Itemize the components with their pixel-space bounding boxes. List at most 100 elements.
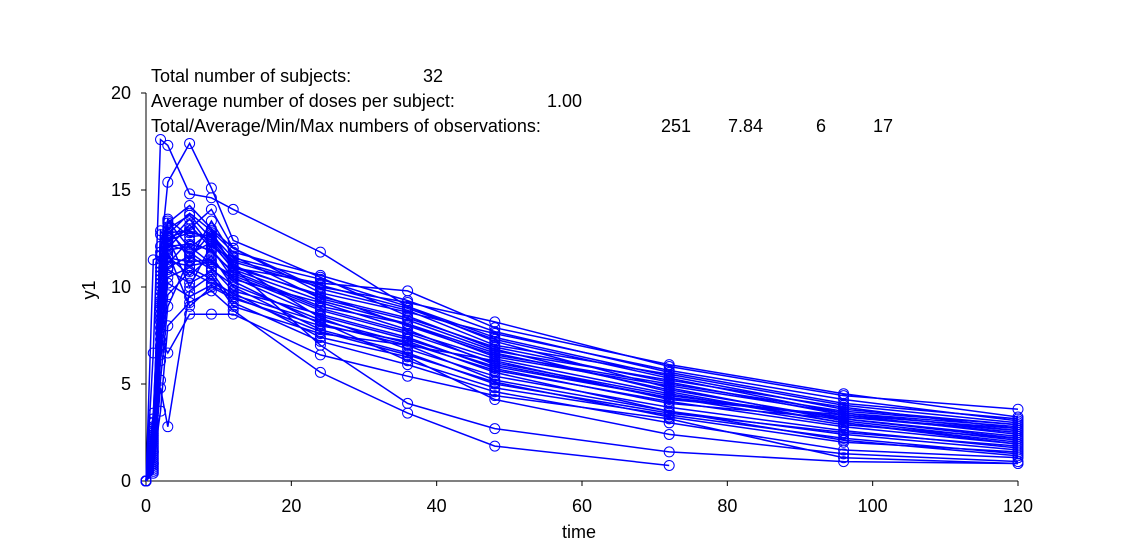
observation-marker	[402, 326, 414, 338]
observation-marker	[314, 302, 326, 314]
subject-line	[145, 138, 1019, 482]
observation-marker	[162, 139, 174, 151]
observation-marker	[314, 246, 326, 258]
observation-marker	[314, 269, 326, 281]
observation-marker	[489, 390, 501, 402]
observation-marker	[205, 308, 217, 320]
observation-marker	[184, 200, 196, 212]
observation-marker	[663, 392, 675, 404]
observation-marker	[663, 366, 675, 378]
observation-marker	[162, 421, 174, 433]
subject-line	[145, 281, 1019, 482]
subject-line	[145, 268, 1019, 482]
observations-total: 251	[661, 116, 691, 136]
axis-ticks: 0 20 40 60 80 100 120 0 5 10 15 20	[111, 83, 1033, 516]
observation-marker	[155, 339, 167, 351]
observation-marker	[184, 238, 196, 250]
observation-marker	[838, 436, 850, 448]
observation-marker	[155, 302, 167, 314]
observation-marker	[663, 395, 675, 407]
observation-marker	[140, 475, 152, 487]
subjects-value: 32	[423, 66, 443, 86]
observation-marker	[184, 137, 196, 149]
observations-average: 7.84	[728, 116, 763, 136]
observation-marker	[227, 260, 239, 272]
observation-marker	[314, 273, 326, 285]
observation-marker	[663, 384, 675, 396]
observation-marker	[489, 440, 501, 452]
observation-marker	[663, 446, 675, 458]
subject-series	[140, 264, 1024, 487]
subject-series	[140, 308, 1024, 487]
observation-marker	[314, 291, 326, 303]
subject-line	[145, 214, 1019, 482]
x-tick-label: 80	[717, 496, 737, 516]
observation-marker	[489, 347, 501, 359]
observation-marker	[184, 308, 196, 320]
observation-marker	[489, 326, 501, 338]
observation-marker	[663, 459, 675, 471]
subject-series	[140, 250, 1024, 487]
observation-marker	[184, 265, 196, 277]
observation-marker	[838, 403, 850, 415]
observation-marker	[314, 295, 326, 307]
observation-marker	[227, 203, 239, 215]
observation-marker	[227, 246, 239, 258]
observation-marker	[227, 279, 239, 291]
observations-max: 17	[873, 116, 893, 136]
observation-marker	[838, 419, 850, 431]
observation-marker	[184, 188, 196, 200]
y-tick-label: 0	[121, 471, 131, 491]
observation-marker	[162, 213, 174, 225]
observation-marker	[838, 448, 850, 460]
subject-line	[145, 229, 1019, 482]
observation-marker	[1012, 413, 1024, 425]
x-tick-label: 20	[281, 496, 301, 516]
observations-label: Total/Average/Min/Max numbers of observa…	[151, 116, 541, 136]
subjects-label: Total number of subjects:	[151, 66, 351, 86]
observation-marker	[489, 394, 501, 406]
observation-marker	[205, 225, 217, 237]
observation-marker	[314, 287, 326, 299]
observation-marker	[155, 134, 167, 146]
observation-marker	[489, 382, 501, 394]
observation-marker	[162, 256, 174, 268]
observation-marker	[155, 225, 167, 237]
subject-series	[140, 219, 1024, 487]
subject-series	[140, 134, 1024, 487]
observation-marker	[402, 312, 414, 324]
y-tick-label: 5	[121, 374, 131, 394]
subject-line	[145, 249, 1019, 482]
doses-label: Average number of doses per subject:	[151, 91, 455, 111]
observation-marker	[147, 446, 159, 458]
x-tick-label: 120	[1003, 496, 1033, 516]
observation-marker	[314, 339, 326, 351]
y-tick-label: 10	[111, 277, 131, 297]
subject-series	[140, 240, 1024, 487]
observation-marker	[489, 341, 501, 353]
observation-marker	[489, 361, 501, 373]
observation-marker	[227, 304, 239, 316]
observation-marker	[227, 271, 239, 283]
observation-marker	[184, 260, 196, 272]
observation-marker	[205, 279, 217, 291]
observation-marker	[402, 318, 414, 330]
x-tick-label: 40	[427, 496, 447, 516]
x-tick-label: 100	[858, 496, 888, 516]
observation-marker	[489, 376, 501, 388]
observation-marker	[402, 407, 414, 419]
observation-marker	[314, 366, 326, 378]
observation-marker	[1012, 446, 1024, 458]
observation-marker	[489, 333, 501, 345]
observation-marker	[205, 256, 217, 268]
series-layer	[140, 134, 1024, 487]
observation-marker	[314, 318, 326, 330]
subject-line	[145, 266, 1019, 482]
observation-marker	[227, 287, 239, 299]
subject-series	[140, 225, 1024, 487]
subject-series	[140, 256, 1024, 487]
subject-series	[140, 246, 1024, 487]
observation-marker	[314, 331, 326, 343]
observation-marker	[402, 355, 414, 367]
